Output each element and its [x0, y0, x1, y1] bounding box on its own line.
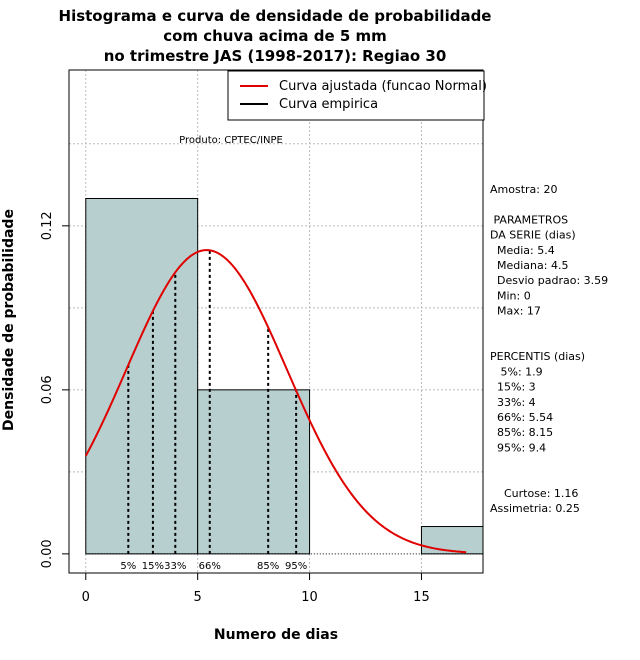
percentile-label-1: 5%	[120, 561, 136, 572]
stat-line-21: Curtose: 1.16	[490, 487, 578, 500]
percentile-lines: 5% 15% 33% 66% 85% 95%	[120, 250, 307, 572]
title-line-2: com chuva acima de 5 mm	[163, 27, 387, 45]
x-tick-label-3: 10	[301, 590, 318, 605]
stat-line-3: PARAMETROS	[490, 213, 568, 226]
stat-line-4: DA SERIE (dias)	[490, 229, 576, 242]
normal-curve-line	[84, 249, 467, 554]
percentile-label-3: 33%	[164, 561, 186, 572]
percentile-label-4: 66%	[199, 561, 221, 572]
stat-line-15: 33%: 4	[490, 396, 536, 409]
stat-line-5: Media: 5.4	[490, 244, 555, 257]
legend: Curva ajustada (funcao Normal) Curva emp…	[227, 70, 487, 121]
x-tick-label-2: 5	[194, 590, 202, 605]
stat-line-9: Max: 17	[490, 305, 541, 318]
x-axis-title: Numero de dias	[214, 627, 338, 643]
title-line-3: no trimestre JAS (1998-2017): Regiao 30	[104, 47, 447, 65]
statistics-panel: Amostra: 20 PARAMETROS DA SERIE (dias) Me…	[490, 183, 608, 515]
stat-line-16: 66%: 5.54	[490, 411, 553, 424]
stat-line-12: PERCENTIS (dias)	[490, 350, 585, 363]
percentile-label-5: 85%	[257, 561, 279, 572]
product-annotation: Produto: CPTEC/INPE	[179, 135, 283, 146]
stat-line-17: 85%: 8.15	[490, 426, 553, 439]
stat-line-13: 5%: 1.9	[490, 365, 543, 378]
stat-line-8: Min: 0	[490, 289, 531, 302]
y-tick-label-1: 0.00	[40, 539, 55, 568]
legend-label-empirical: Curva empirica	[279, 97, 378, 112]
histogram-bar-4	[420, 526, 484, 555]
y-axis-title: Densidade de probabilidade	[1, 209, 17, 431]
percentile-label-2: 15%	[142, 561, 164, 572]
stat-line-18: 95%: 9.4	[490, 441, 546, 454]
histogram-bar-2	[197, 389, 311, 555]
title-line-1: Histograma e curva de densidade de proba…	[59, 7, 492, 25]
histogram-bars	[85, 197, 484, 555]
histogram-bar-1	[85, 197, 199, 555]
stat-line-22: Assimetria: 0.25	[490, 502, 580, 515]
y-tick-label-3: 0.12	[40, 211, 55, 240]
x-tick-label-1: 0	[82, 590, 90, 605]
y-axis: 0.00 0.06 0.12	[40, 211, 69, 568]
stat-line-6: Mediana: 4.5	[490, 259, 568, 272]
legend-box	[227, 70, 485, 121]
chart-title: Histograma e curva de densidade de proba…	[59, 7, 492, 65]
x-tick-label-4: 15	[413, 590, 430, 605]
y-tick-label-2: 0.06	[40, 375, 55, 404]
stat-line-7: Desvio padrao: 3.59	[490, 274, 608, 287]
legend-label-normal: Curva ajustada (funcao Normal)	[279, 79, 487, 94]
percentile-label-6: 95%	[285, 561, 307, 572]
normal-curve	[84, 249, 467, 554]
x-axis: 0 5 10 15	[82, 572, 430, 605]
stat-line-1: Amostra: 20	[490, 183, 557, 196]
stat-line-14: 15%: 3	[490, 381, 536, 394]
